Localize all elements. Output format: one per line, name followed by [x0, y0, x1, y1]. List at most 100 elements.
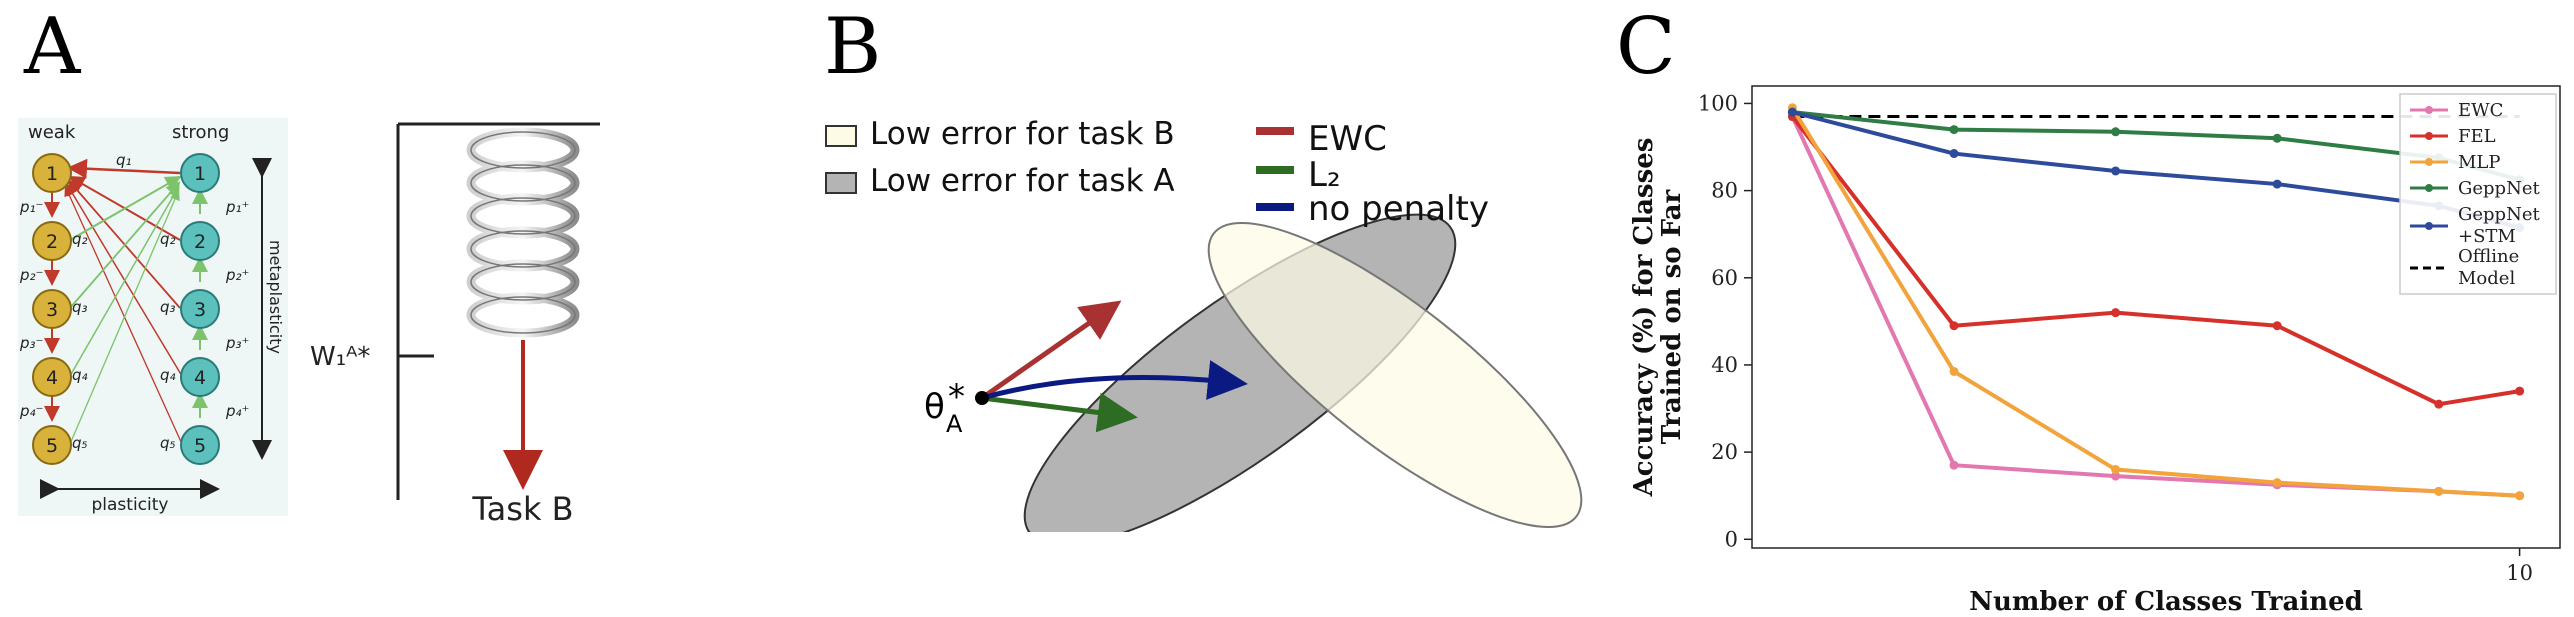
legend-task-b-label: Low error for task B: [870, 116, 1175, 152]
legend-marker: [2425, 184, 2433, 192]
legend-ewc-label: EWC: [1308, 119, 1387, 159]
data-point: [2111, 308, 2121, 318]
data-point: [2272, 133, 2282, 143]
svg-text:p₁⁺: p₁⁺: [225, 198, 249, 216]
data-point: [2515, 491, 2525, 501]
svg-text:2: 2: [194, 231, 206, 253]
plasticity-label: plasticity: [92, 495, 169, 515]
svg-text:p₄⁻: p₄⁻: [19, 402, 43, 420]
task-b-label: Task B: [471, 490, 573, 528]
y-tick-label: 0: [1725, 527, 1738, 551]
svg-text:5: 5: [46, 435, 58, 457]
legend-label: EWC: [2458, 100, 2503, 121]
panel-c: C 0 20 40 60 80 100 10 Number of Classes Trai…: [1600, 0, 2574, 617]
chain-arrows: [44, 188, 208, 422]
svg-text:p₄⁺: p₄⁺: [225, 402, 249, 420]
legend-nopenalty-swatch: [1256, 203, 1294, 211]
weight-label: W₁ᴬ*: [310, 342, 370, 372]
legend-l2-label: L₂: [1308, 155, 1341, 195]
legend-marker: [2425, 106, 2433, 114]
legend-box: [2399, 93, 2557, 295]
connection-arrows: [64, 158, 183, 445]
q-labels-right: q₂ q₃ q₄ q₅: [160, 230, 176, 452]
legend-task-a-label: Low error for task A: [870, 163, 1175, 199]
x-tick-label: 10: [2506, 561, 2533, 585]
svg-text:p₃⁺: p₃⁺: [225, 334, 249, 352]
svg-text:q₅: q₅: [72, 434, 88, 452]
panel-b-diagram: Low error for task B Low error for task …: [825, 116, 1583, 532]
legend-marker: [2425, 132, 2433, 140]
data-point: [2434, 486, 2444, 496]
data-point: [2515, 386, 2525, 396]
y-axis-label-line1: Accuracy (%) for Classes: [1629, 138, 1659, 498]
theta-star: *: [948, 377, 965, 417]
plot-frame: [1751, 85, 2561, 549]
nopenalty-arrow: [981, 360, 1248, 401]
svg-text:q₅: q₅: [160, 434, 176, 452]
svg-text:3: 3: [46, 299, 58, 321]
data-point: [1949, 125, 1959, 135]
strong-node: 4: [180, 357, 220, 397]
panel-a: A weak strong: [0, 0, 700, 617]
svg-text:p₂⁻: p₂⁻: [19, 266, 43, 284]
metaplasticity-label: metaplasticity: [266, 240, 285, 354]
data-point: [2434, 399, 2444, 409]
panel-a-letter: A: [24, 2, 81, 92]
data-point: [1787, 107, 1797, 117]
task-b-region: [1207, 222, 1583, 528]
x-axis-label: Number of Classes Trained: [1969, 587, 2363, 617]
strong-node: 1: [180, 153, 220, 193]
svg-text:p₃⁻: p₃⁻: [19, 334, 43, 352]
legend-label: +STM: [2458, 226, 2516, 247]
weak-probability-labels: p₁⁻ p₂⁻ p₃⁻ p₄⁻: [19, 198, 43, 420]
strong-probability-labels: p₁⁺ p₂⁺ p₃⁺ p₄⁺: [225, 198, 249, 420]
q-labels-left: q₁ q₂ q₃ q₄ q₅: [72, 151, 132, 452]
strong-node: 2: [180, 221, 220, 261]
theta-subscript: A: [946, 410, 963, 438]
legend-label: GeppNet: [2458, 204, 2540, 225]
y-axis-ticks: 0 20 40 60 80 100: [1698, 91, 1752, 551]
y-tick-label: 100: [1698, 91, 1738, 115]
strong-column-label: strong: [172, 122, 229, 143]
panel-a-diagram: weak strong 1 2: [18, 118, 600, 528]
svg-text:1: 1: [194, 163, 206, 185]
svg-text:q₃: q₃: [160, 298, 176, 316]
theta-symbol: θ: [924, 387, 945, 427]
weak-node: 5: [32, 425, 72, 465]
y-tick-label: 20: [1711, 440, 1738, 464]
svg-text:4: 4: [194, 367, 206, 389]
legend-ewc-swatch: [1256, 127, 1294, 135]
legend-label: FEL: [2458, 126, 2496, 147]
y-tick-label: 40: [1711, 353, 1738, 377]
svg-text:p₁⁻: p₁⁻: [19, 198, 43, 216]
accuracy-chart: 0 20 40 60 80 100 10 Number of Classes Traine…: [1629, 85, 2561, 617]
svg-text:q₂: q₂: [160, 230, 176, 248]
legend-marker: [2425, 222, 2433, 230]
y-axis-label-line2: Trained on so Far: [1657, 189, 1687, 444]
spring: [466, 127, 580, 338]
data-point: [1949, 149, 1959, 159]
svg-text:q₁: q₁: [116, 151, 132, 169]
weak-node: 4: [32, 357, 72, 397]
theta-point: [975, 391, 989, 405]
weak-nodes: 1 2 3 4 5: [32, 153, 72, 465]
svg-text:q₂: q₂: [72, 230, 88, 248]
panel-b-letter: B: [824, 2, 882, 92]
svg-text:q₄: q₄: [160, 366, 176, 384]
weak-node: 2: [32, 221, 72, 261]
legend-label: Offline: [2458, 246, 2519, 267]
ewc-arrow: [980, 300, 1122, 401]
legend-label: MLP: [2458, 152, 2501, 173]
data-point: [2272, 321, 2282, 331]
x-axis-ticks: 10: [2506, 548, 2533, 585]
svg-text:1: 1: [46, 163, 58, 185]
y-tick-label: 60: [1711, 266, 1738, 290]
data-point: [2111, 166, 2121, 176]
y-tick-label: 80: [1711, 179, 1738, 203]
svg-text:4: 4: [46, 367, 58, 389]
data-point: [2111, 127, 2121, 137]
svg-text:5: 5: [194, 435, 206, 457]
svg-text:3: 3: [194, 299, 206, 321]
svg-text:2: 2: [46, 231, 58, 253]
svg-text:q₃: q₃: [72, 298, 88, 316]
